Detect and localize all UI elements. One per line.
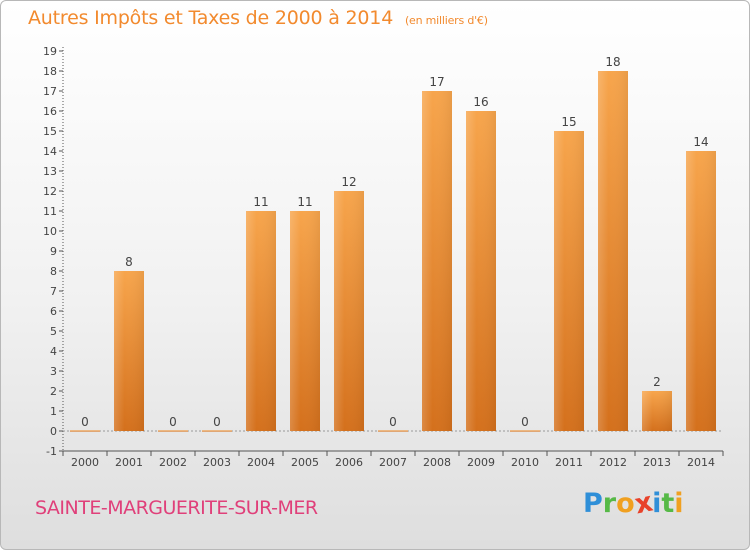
x-tick-label: 2006 <box>335 456 363 469</box>
x-tick-label: 2001 <box>115 456 143 469</box>
bar-shade <box>334 191 364 431</box>
chart-title: Autres Impôts et Taxes de 2000 à 2014 (e… <box>28 7 488 29</box>
data-label: 14 <box>693 135 708 149</box>
bars <box>70 71 716 432</box>
x-tick-label: 2002 <box>159 456 187 469</box>
y-tick-label: 14 <box>43 145 57 158</box>
y-tick-label: 0 <box>50 425 57 438</box>
y-tick-label: 9 <box>50 245 57 258</box>
data-label: 0 <box>213 415 221 429</box>
bar-shade <box>422 91 452 431</box>
bar-shade <box>598 71 628 431</box>
bar <box>70 430 100 432</box>
y-tick-label: 18 <box>43 65 57 78</box>
bar <box>378 430 408 432</box>
bar-shade <box>246 211 276 431</box>
bar-shade <box>686 151 716 431</box>
bar-shade <box>290 211 320 431</box>
y-tick-label: 12 <box>43 185 57 198</box>
bar <box>158 430 188 432</box>
y-tick-label: 16 <box>43 105 57 118</box>
data-label: 12 <box>341 175 356 189</box>
y-tick-label: 4 <box>50 345 57 358</box>
bar-shade <box>466 111 496 431</box>
logo-letter: r <box>602 488 617 519</box>
y-tick-label: 6 <box>50 305 57 318</box>
commune-name: SAINTE-MARGUERITE-SUR-MER <box>35 497 318 519</box>
bar-shade <box>114 271 144 431</box>
bar <box>202 430 232 432</box>
y-tick-label: 3 <box>50 365 57 378</box>
x-tick-label: 2010 <box>511 456 539 469</box>
logo-letter: P <box>583 488 603 519</box>
y-tick-label: 8 <box>50 265 57 278</box>
chart-unit: (en milliers d'€) <box>404 14 488 27</box>
x-axis: 2000 2001 2002 2003 2004 2005 2006 2007 2008 2009… <box>62 430 724 469</box>
data-label: 0 <box>81 415 89 429</box>
x-tick-label: 2014 <box>687 456 715 469</box>
x-tick-label: 2004 <box>247 456 275 469</box>
y-tick-label: 10 <box>43 225 57 238</box>
logo-letter: i <box>652 488 662 519</box>
y-tick-label: 13 <box>43 165 57 178</box>
x-tick-label: 2003 <box>203 456 231 469</box>
y-tick-label: 15 <box>43 125 57 138</box>
y-tick-label: 1 <box>50 405 57 418</box>
x-tick-label: 2008 <box>423 456 451 469</box>
data-labels: 0 8 0 0 11 11 12 0 17 16 0 15 18 2 14 <box>81 55 708 429</box>
data-label: 11 <box>297 195 312 209</box>
y-tick-label: 17 <box>43 85 57 98</box>
x-tick-label: 2009 <box>467 456 495 469</box>
x-tick-label: 2012 <box>599 456 627 469</box>
x-tick-label: 2000 <box>71 456 99 469</box>
data-label: 0 <box>521 415 529 429</box>
chart-title-text: Autres Impôts et Taxes de 2000 à 2014 <box>28 7 394 29</box>
data-label: 11 <box>253 195 268 209</box>
data-label: 0 <box>389 415 397 429</box>
logo-letter: t <box>661 488 675 519</box>
y-tick-label: 7 <box>50 285 57 298</box>
bar <box>510 430 540 432</box>
data-label: 18 <box>605 55 620 69</box>
data-label: 2 <box>653 375 661 389</box>
data-label: 8 <box>125 255 133 269</box>
x-tick-label: 2007 <box>379 456 407 469</box>
y-tick-label: 5 <box>50 325 57 338</box>
data-label: 17 <box>429 75 444 89</box>
y-tick-label: -1 <box>46 445 57 458</box>
x-tick-label: 2013 <box>643 456 671 469</box>
logo-letter: o <box>616 488 635 519</box>
data-label: 15 <box>561 115 576 129</box>
x-tick-label: 2005 <box>291 456 319 469</box>
y-tick-label: 19 <box>43 45 57 58</box>
proxiti-logo[interactable]: Proxiti <box>583 487 684 521</box>
x-tick-label: 2011 <box>555 456 583 469</box>
y-tick-label: 2 <box>50 385 57 398</box>
data-label: 0 <box>169 415 177 429</box>
bar-shade <box>642 391 672 431</box>
bar-shade <box>554 131 584 431</box>
logo-letter: i <box>674 488 684 519</box>
data-label: 16 <box>473 95 488 109</box>
y-tick-label: 11 <box>43 205 57 218</box>
